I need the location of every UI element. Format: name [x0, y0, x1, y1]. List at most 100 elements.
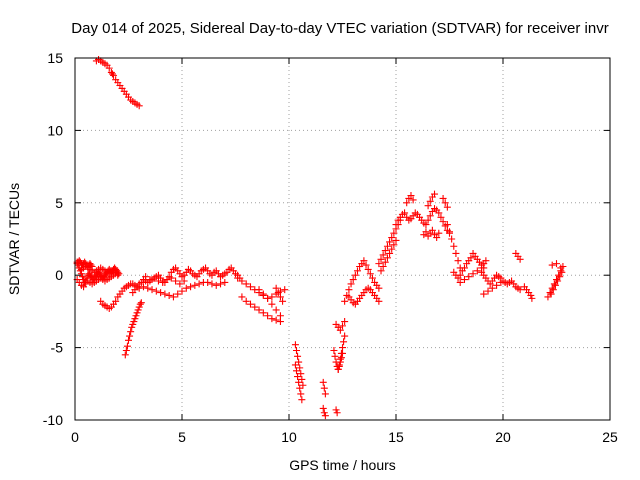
data-point: [549, 286, 557, 294]
data-point: [217, 280, 225, 288]
data-point: [339, 322, 346, 330]
data-point: [142, 273, 150, 281]
data-point: [448, 235, 456, 243]
data-point: [272, 306, 280, 314]
data-point: [332, 406, 340, 414]
data-point: [337, 354, 345, 362]
data-point: [234, 274, 242, 282]
x-tick-label: 10: [281, 429, 297, 445]
y-tick-label: 0: [55, 267, 63, 283]
data-point: [157, 289, 165, 297]
data-point: [484, 287, 492, 295]
data-point: [426, 212, 434, 220]
data-point: [137, 299, 145, 307]
data-point: [409, 196, 417, 204]
data-point: [368, 274, 376, 282]
data-point: [527, 291, 535, 299]
data-point: [548, 261, 556, 269]
data-point: [349, 276, 357, 284]
data-point: [238, 277, 246, 285]
data-point: [259, 290, 267, 298]
data-point: [548, 284, 556, 292]
data-point: [482, 257, 490, 265]
data-point: [456, 271, 464, 279]
data-point: [550, 280, 558, 288]
data-point: [390, 229, 398, 237]
data-point: [473, 267, 481, 275]
data-point: [375, 284, 383, 292]
data-point: [292, 346, 300, 354]
data-point: [375, 260, 383, 268]
data-point: [272, 316, 280, 324]
data-point: [493, 281, 501, 289]
data-point: [108, 70, 116, 78]
data-point: [174, 290, 182, 298]
x-tick-label: 20: [495, 429, 511, 445]
data-point: [319, 404, 327, 412]
y-tick-label: 5: [55, 195, 63, 211]
data-point: [424, 202, 432, 210]
data-point: [180, 277, 188, 285]
data-point: [281, 286, 289, 294]
data-point: [557, 264, 565, 272]
data-point: [122, 346, 130, 354]
data-point: [298, 375, 306, 383]
data-point: [296, 364, 304, 372]
data-point: [424, 216, 432, 224]
data-point: [465, 273, 473, 281]
data-point: [347, 280, 355, 288]
data-point: [146, 276, 154, 284]
data-point: [553, 260, 560, 268]
grid-lines: [75, 58, 610, 420]
data-point: [299, 381, 307, 389]
data-point: [294, 352, 302, 360]
data-point: [460, 276, 468, 284]
data-point: [121, 351, 129, 359]
y-axis-label: SDTVAR / TECUs: [6, 183, 22, 295]
data-point: [383, 242, 391, 250]
data-point: [268, 293, 276, 301]
data-point: [292, 367, 300, 375]
data-point: [268, 300, 276, 308]
data-point: [139, 283, 147, 291]
data-points: [73, 55, 567, 420]
data-point: [386, 238, 394, 246]
data-point: [152, 287, 160, 295]
y-axis: -10 -5 0 5 10 15: [43, 50, 610, 428]
data-point: [426, 197, 434, 205]
data-point: [125, 336, 132, 344]
data-point: [553, 276, 560, 284]
data-point: [422, 221, 430, 229]
data-point: [516, 286, 524, 294]
data-point: [154, 277, 162, 285]
data-point: [136, 300, 144, 308]
data-point: [446, 228, 453, 236]
data-point: [441, 199, 449, 207]
data-point: [163, 276, 171, 284]
data-point: [178, 287, 186, 295]
data-point: [390, 241, 398, 249]
data-point: [272, 284, 280, 292]
data-point: [335, 362, 343, 370]
data-point: [274, 289, 282, 297]
data-point: [353, 267, 361, 275]
data-point: [169, 293, 177, 301]
data-point: [454, 257, 462, 265]
data-point: [131, 315, 139, 323]
data-point: [123, 342, 131, 350]
data-point: [339, 349, 346, 357]
data-point: [204, 278, 212, 286]
y-tick-label: 15: [47, 50, 63, 66]
data-point: [341, 297, 349, 305]
data-point: [221, 278, 229, 286]
data-point: [388, 245, 396, 253]
data-point: [437, 213, 445, 221]
data-point: [331, 352, 339, 360]
plot-frame: [74, 57, 611, 421]
data-point: [555, 271, 563, 279]
x-tick-label: 15: [388, 429, 404, 445]
data-point: [238, 293, 246, 301]
data-point: [150, 274, 158, 282]
data-point: [439, 218, 447, 226]
data-point: [264, 294, 272, 302]
